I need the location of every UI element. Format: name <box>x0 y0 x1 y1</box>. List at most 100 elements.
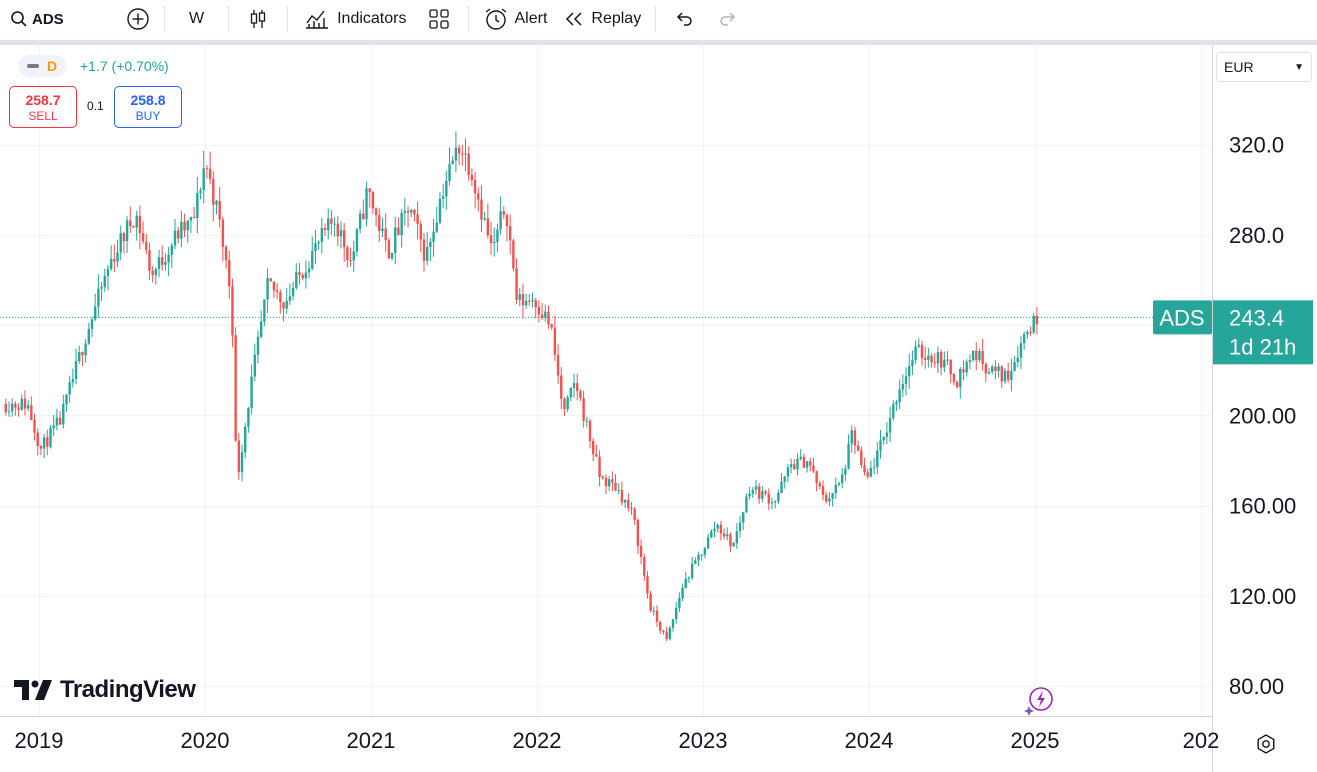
x-tick-label: 2025 <box>1011 728 1060 753</box>
candle-body <box>697 555 700 561</box>
candle-body <box>26 405 30 409</box>
candle-body <box>789 464 793 468</box>
candle-body <box>659 621 662 631</box>
candle-body <box>135 215 138 228</box>
candle-body <box>1032 315 1035 333</box>
candle-body <box>674 607 678 620</box>
candle-body <box>157 257 161 269</box>
candle-body <box>266 278 269 300</box>
candle-body <box>480 199 483 220</box>
candle-body <box>202 168 205 191</box>
candle-body <box>716 524 719 529</box>
candle-body <box>432 231 435 242</box>
candle-body <box>742 512 745 523</box>
candle-body <box>652 610 656 612</box>
candle-body <box>387 240 391 259</box>
buy-button[interactable]: 258.8 BUY <box>114 86 182 128</box>
candle-body <box>853 430 857 446</box>
candle-body <box>496 229 499 242</box>
candle-body <box>1006 370 1010 380</box>
candle-body <box>259 321 263 337</box>
compare-button[interactable] <box>110 0 158 38</box>
candle-body <box>920 344 924 359</box>
candle-body <box>722 533 726 537</box>
candle-body <box>489 235 493 244</box>
chevron-down-icon: ▼ <box>1294 61 1304 73</box>
settings-gear-icon[interactable] <box>1255 733 1277 755</box>
symbol-search[interactable]: ADS <box>0 0 110 38</box>
candle-body <box>269 278 272 282</box>
candle-body <box>971 350 975 361</box>
candle-body <box>151 270 154 276</box>
candle-body <box>550 324 553 328</box>
candle-body <box>710 531 713 538</box>
candle-body <box>984 364 988 374</box>
candle-body <box>885 432 889 437</box>
candle-body <box>1022 334 1026 344</box>
candle-body <box>97 288 100 307</box>
candle-body <box>23 398 27 409</box>
y-tick-label: 160.00 <box>1229 494 1296 519</box>
sell-label: SELL <box>28 108 58 123</box>
candle-body <box>30 405 33 421</box>
candle-body <box>314 243 317 251</box>
redo-icon <box>720 12 736 26</box>
candle-body <box>410 209 413 213</box>
candle-body <box>901 384 905 390</box>
candle-body <box>74 360 78 379</box>
candle-body <box>240 452 244 473</box>
candle-body <box>502 211 505 215</box>
candle-body <box>809 461 812 466</box>
candle-body <box>374 208 378 216</box>
candle-body <box>553 327 557 355</box>
toolbar-divider <box>655 6 657 32</box>
legend-toggle[interactable]: D <box>18 55 66 77</box>
candle-body <box>595 454 598 457</box>
candle-body <box>544 311 547 318</box>
candle-body <box>528 300 531 302</box>
candle-body <box>119 233 122 253</box>
candle-body <box>518 294 521 300</box>
candle-body <box>256 336 260 355</box>
replay-button[interactable]: Replay <box>555 0 649 38</box>
candle-body <box>888 417 892 433</box>
candle-body <box>355 229 359 252</box>
undo-button[interactable] <box>662 0 706 38</box>
candle-body <box>10 403 14 412</box>
redo-button[interactable] <box>706 0 750 38</box>
candle-body <box>477 193 480 200</box>
candle-body <box>923 358 927 360</box>
candle-body <box>777 492 780 502</box>
candle-body <box>818 483 822 487</box>
candle-body <box>228 260 231 287</box>
candle-body <box>534 300 537 308</box>
alert-button[interactable]: Alert <box>475 0 555 38</box>
candle-body <box>365 188 368 219</box>
candle-body <box>4 403 7 413</box>
ai-spark-icon[interactable] <box>1022 686 1056 716</box>
indicators-button[interactable]: Indicators <box>294 0 416 38</box>
candle-body <box>400 212 403 236</box>
candle-body <box>327 218 330 231</box>
candle-body <box>636 519 640 546</box>
chart-type-button[interactable] <box>235 0 281 38</box>
candle-body <box>802 456 806 468</box>
candle-body <box>113 259 116 262</box>
candle-body <box>821 486 825 495</box>
candle-body <box>141 233 145 242</box>
interval-button[interactable]: W <box>171 0 222 38</box>
toolbar-divider <box>228 6 230 32</box>
layouts-button[interactable] <box>416 0 462 38</box>
currency-select[interactable]: EUR ▼ <box>1216 52 1312 82</box>
candle-body <box>933 362 936 364</box>
candle-body <box>346 247 349 260</box>
sell-button[interactable]: 258.7 SELL <box>9 86 77 128</box>
candle-body <box>521 294 525 306</box>
candle-body <box>71 378 75 383</box>
candle-body <box>981 351 984 365</box>
candle-body <box>170 245 173 255</box>
candle-body <box>288 296 292 301</box>
candle-body <box>703 548 707 555</box>
candle-body <box>429 241 432 248</box>
